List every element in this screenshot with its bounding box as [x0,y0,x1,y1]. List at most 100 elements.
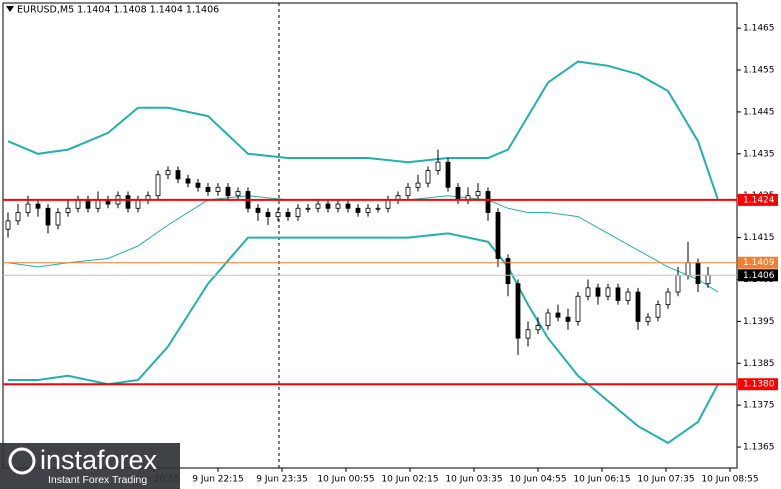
y-tick-label: 1.1465 [743,24,775,34]
candle-body [225,186,231,197]
level-label: 1.1380 [743,380,775,390]
candle-body [375,207,381,210]
candle-body [5,220,11,230]
candle-body [35,203,41,209]
candle-body [705,274,711,285]
candle-body [55,212,61,226]
x-tick-label: 10 Jun 04:55 [509,475,566,485]
candle-body [445,161,451,188]
candle-body [325,203,331,209]
candle-body [155,174,161,197]
candle-body [615,287,621,301]
candle-body [505,258,511,285]
candle-body [455,186,461,201]
candle-body [305,207,311,210]
candle-body [135,199,141,209]
candle-body [645,316,651,322]
y-tick-label: 1.1455 [743,66,775,76]
candle-body [265,212,271,218]
candle-body [215,186,221,192]
overlay: EURUSD,M5 1.1404 1.1408 1.1404 1.1406 in… [0,5,219,489]
candle-body [635,291,641,322]
band-lower [8,232,719,445]
x-tick-label: 10 Jun 00:55 [317,475,374,485]
candle-body [335,203,341,209]
x-tick-label: 10 Jun 08:55 [701,475,758,485]
y-tick-label: 1.1415 [743,233,775,243]
candle-body [235,191,241,197]
candle-body [625,291,631,301]
candle-body [555,312,561,318]
x-tick-label: 9 Jun 23:35 [256,475,307,485]
candle-body [125,195,131,209]
x-tick-label: 10 Jun 02:15 [381,475,438,485]
candle-body [405,186,411,197]
candle-body [365,207,371,213]
candle-body [165,170,171,176]
candle-body [495,212,501,259]
candle-body [75,199,81,209]
y-tick-label: 1.1385 [743,359,775,369]
candle-body [315,203,321,209]
y-tick-label: 1.1375 [743,401,775,411]
title-icon [6,6,14,12]
candle-body [595,287,601,297]
candle-body [95,199,101,209]
level-label: 1.1424 [743,195,775,205]
candle-body [385,199,391,209]
candle-body [195,182,201,188]
x-tick-label: 10 Jun 06:15 [573,475,630,485]
level-label: 1.1406 [743,271,775,281]
candle-body [655,304,661,318]
candle-body [415,182,421,188]
candle-body [285,212,291,218]
candle-body [25,203,31,213]
candle-body [85,199,91,209]
candle-body [685,262,691,276]
y-tick-label: 1.1365 [743,443,775,453]
plot-frame [2,2,738,469]
candle-body [175,170,181,180]
plot-area: 1.13651.13751.13851.13951.14051.14151.14… [3,24,778,485]
candle-body [15,212,21,222]
candle-body [545,312,551,326]
level-label: 1.1409 [743,258,775,268]
candle-body [665,291,671,306]
level-box [738,256,778,269]
x-tick-label: 10 Jun 07:35 [637,475,694,485]
y-tick-label: 1.1395 [743,317,775,327]
candle-body [185,178,191,184]
candle-body [515,283,521,339]
candle-body [585,287,591,297]
candle-body [295,207,301,218]
chart-title: EURUSD,M5 1.1404 1.1408 1.1404 1.1406 [17,5,219,16]
level-box [738,269,778,282]
watermark-slogan: Instant Forex Trading [48,474,147,486]
watermark-brand: instaforex [40,445,158,475]
candle-body [65,207,71,213]
candle-body [255,207,261,213]
band-middle [7,195,719,293]
candle-body [355,207,361,213]
candle-body [275,212,281,218]
candle-body [535,325,541,331]
watermark-logo [8,447,36,475]
candle-body [675,274,681,293]
x-tick-label: 9 Jun 22:15 [192,475,243,485]
candle-body [475,191,481,197]
candle-body [425,170,431,184]
band-upper [7,60,719,201]
candle-body [45,207,51,226]
level-box [738,378,778,391]
candle-body [345,203,351,209]
candle-body [605,287,611,297]
candle-body [575,295,581,322]
candle-body [525,329,531,339]
candle-body [485,191,491,213]
y-tick-label: 1.1445 [743,107,775,117]
x-tick-label: 10 Jun 03:35 [445,475,502,485]
y-tick-label: 1.1435 [743,149,775,159]
candle-body [435,161,441,171]
candle-body [695,262,701,285]
